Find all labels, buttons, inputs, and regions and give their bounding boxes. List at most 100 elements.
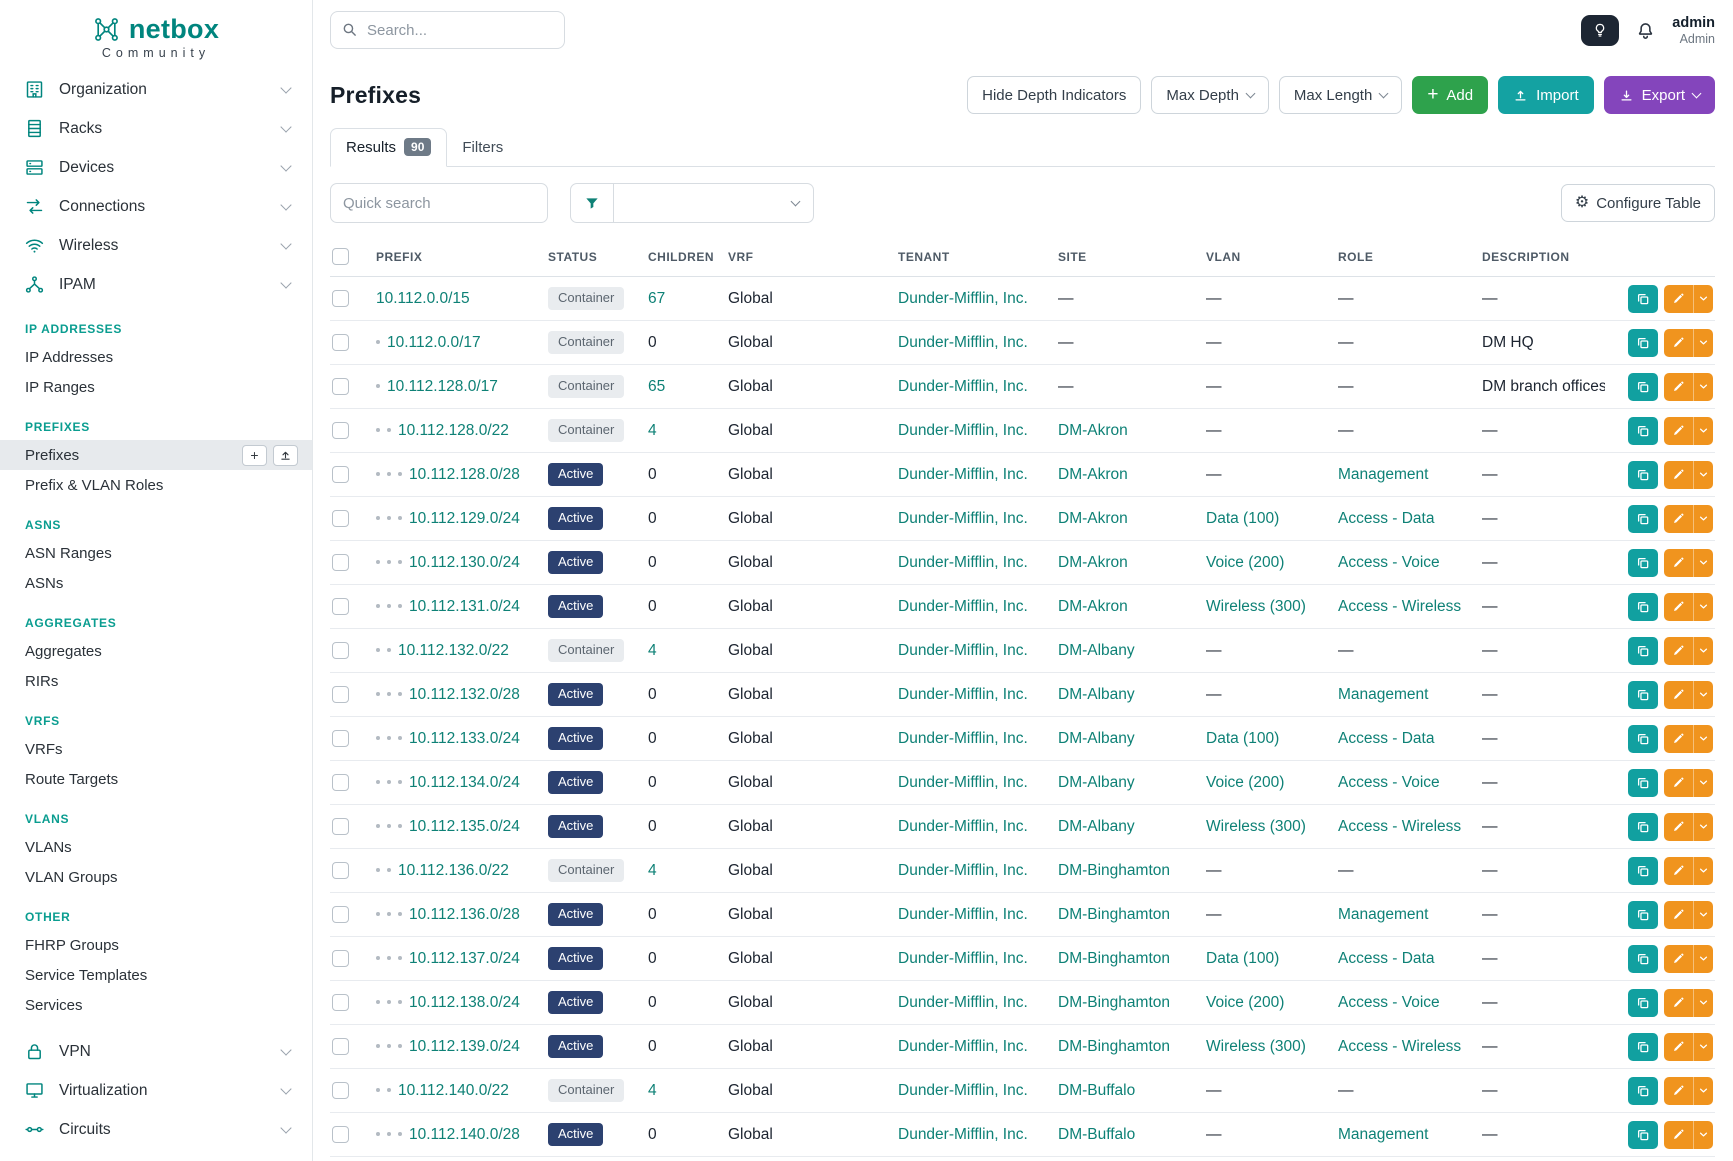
sidebar-item-ip-ranges[interactable]: IP Ranges xyxy=(0,372,312,402)
copy-button[interactable] xyxy=(1628,988,1658,1017)
edit-button[interactable] xyxy=(1664,988,1713,1017)
column-header-children[interactable]: CHILDREN xyxy=(644,237,724,277)
copy-button[interactable] xyxy=(1628,328,1658,357)
edit-button[interactable] xyxy=(1664,1076,1713,1105)
prefix-link[interactable]: 10.112.136.0/22 xyxy=(398,861,509,879)
role-link[interactable]: Management xyxy=(1338,465,1429,483)
edit-button[interactable] xyxy=(1664,328,1713,357)
tenant-link[interactable]: Dunder-Mifflin, Inc. xyxy=(898,685,1028,703)
site-link[interactable]: DM-Albany xyxy=(1058,817,1135,835)
prefix-link[interactable]: 10.112.129.0/24 xyxy=(409,509,520,527)
role-link[interactable]: Access - Voice xyxy=(1338,993,1440,1011)
edit-button[interactable] xyxy=(1664,812,1713,841)
sidebar-item-fhrp-groups[interactable]: FHRP Groups xyxy=(0,930,312,960)
sidebar-item-services[interactable]: Services xyxy=(0,990,312,1020)
site-link[interactable]: DM-Akron xyxy=(1058,597,1128,615)
sidebar-menu-wireless[interactable]: Wireless xyxy=(0,226,312,265)
site-link[interactable]: DM-Albany xyxy=(1058,729,1135,747)
add-prefix-quick-button[interactable]: + xyxy=(242,444,267,466)
tab-filters[interactable]: Filters xyxy=(447,130,518,166)
row-checkbox[interactable] xyxy=(332,817,349,835)
hide-depth-indicators-button[interactable]: Hide Depth Indicators xyxy=(967,76,1142,114)
tenant-link[interactable]: Dunder-Mifflin, Inc. xyxy=(898,993,1028,1011)
row-checkbox[interactable] xyxy=(332,509,349,527)
prefix-link[interactable]: 10.112.128.0/28 xyxy=(409,465,520,483)
copy-button[interactable] xyxy=(1628,724,1658,753)
edit-button[interactable] xyxy=(1664,1032,1713,1061)
prefix-link[interactable]: 10.112.0.0/15 xyxy=(376,289,470,307)
theme-toggle-button[interactable] xyxy=(1581,14,1620,46)
copy-button[interactable] xyxy=(1628,768,1658,797)
site-link[interactable]: DM-Akron xyxy=(1058,509,1128,527)
prefix-link[interactable]: 10.112.134.0/24 xyxy=(409,773,520,791)
row-checkbox[interactable] xyxy=(332,773,349,791)
edit-button[interactable] xyxy=(1664,856,1713,885)
site-link[interactable]: DM-Akron xyxy=(1058,553,1128,571)
sidebar-menu-organization[interactable]: Organization xyxy=(0,70,312,109)
row-checkbox[interactable] xyxy=(332,993,349,1011)
sidebar-menu-vpn[interactable]: VPN xyxy=(0,1032,312,1071)
sidebar-item-vlan-groups[interactable]: VLAN Groups xyxy=(0,862,312,892)
prefix-link[interactable]: 10.112.140.0/28 xyxy=(409,1125,520,1143)
tenant-link[interactable]: Dunder-Mifflin, Inc. xyxy=(898,949,1028,967)
tenant-link[interactable]: Dunder-Mifflin, Inc. xyxy=(898,641,1028,659)
site-link[interactable]: DM-Binghamton xyxy=(1058,1037,1170,1055)
edit-button[interactable] xyxy=(1664,944,1713,973)
prefix-link[interactable]: 10.112.137.0/24 xyxy=(409,949,520,967)
sidebar-item-service-templates[interactable]: Service Templates xyxy=(0,960,312,990)
children-count-link[interactable]: 4 xyxy=(648,421,657,439)
edit-button[interactable] xyxy=(1664,284,1713,313)
prefix-link[interactable]: 10.112.0.0/17 xyxy=(387,333,481,351)
site-link[interactable]: DM-Binghamton xyxy=(1058,905,1170,923)
copy-button[interactable] xyxy=(1628,592,1658,621)
sidebar-item-vlans[interactable]: VLANs xyxy=(0,832,312,862)
row-checkbox[interactable] xyxy=(332,685,349,703)
import-prefix-quick-button[interactable] xyxy=(273,444,298,466)
role-link[interactable]: Access - Wireless xyxy=(1338,1037,1462,1055)
tenant-link[interactable]: Dunder-Mifflin, Inc. xyxy=(898,861,1028,879)
row-checkbox[interactable] xyxy=(332,377,349,395)
row-checkbox[interactable] xyxy=(332,421,349,439)
column-header-prefix[interactable]: PREFIX xyxy=(372,237,544,277)
max-depth-dropdown[interactable]: Max Depth xyxy=(1151,76,1269,114)
row-checkbox[interactable] xyxy=(332,905,349,923)
children-count-link[interactable]: 4 xyxy=(648,1081,657,1099)
role-link[interactable]: Access - Data xyxy=(1338,729,1435,747)
tenant-link[interactable]: Dunder-Mifflin, Inc. xyxy=(898,597,1028,615)
row-checkbox[interactable] xyxy=(332,553,349,571)
quick-search-input[interactable] xyxy=(330,183,548,223)
copy-button[interactable] xyxy=(1628,680,1658,709)
role-link[interactable]: Access - Wireless xyxy=(1338,817,1462,835)
column-header-role[interactable]: ROLE xyxy=(1334,237,1478,277)
filter-button[interactable] xyxy=(570,183,614,223)
prefix-link[interactable]: 10.112.135.0/24 xyxy=(409,817,520,835)
edit-button[interactable] xyxy=(1664,680,1713,709)
sidebar-item-prefixes[interactable]: Prefixes + xyxy=(0,440,312,470)
vlan-link[interactable]: Voice (200) xyxy=(1206,773,1285,791)
role-link[interactable]: Access - Data xyxy=(1338,509,1435,527)
sidebar-item-vrfs[interactable]: VRFs xyxy=(0,734,312,764)
copy-button[interactable] xyxy=(1628,284,1658,313)
site-link[interactable]: DM-Binghamton xyxy=(1058,993,1170,1011)
role-link[interactable]: Management xyxy=(1338,1125,1429,1143)
vlan-link[interactable]: Wireless (300) xyxy=(1206,817,1306,835)
tenant-link[interactable]: Dunder-Mifflin, Inc. xyxy=(898,1081,1028,1099)
site-link[interactable]: DM-Buffalo xyxy=(1058,1125,1136,1143)
prefix-link[interactable]: 10.112.139.0/24 xyxy=(409,1037,520,1055)
max-length-dropdown[interactable]: Max Length xyxy=(1278,76,1403,114)
copy-button[interactable] xyxy=(1628,812,1658,841)
import-button[interactable]: Import xyxy=(1498,76,1594,114)
tenant-link[interactable]: Dunder-Mifflin, Inc. xyxy=(898,333,1028,351)
sidebar-item-ip-addresses[interactable]: IP Addresses xyxy=(0,342,312,372)
prefix-link[interactable]: 10.112.132.0/28 xyxy=(409,685,520,703)
vlan-link[interactable]: Voice (200) xyxy=(1206,993,1285,1011)
brand-logo[interactable]: netbox Community xyxy=(0,0,312,64)
prefix-link[interactable]: 10.112.133.0/24 xyxy=(409,729,520,747)
children-count-link[interactable]: 4 xyxy=(648,641,657,659)
site-link[interactable]: DM-Albany xyxy=(1058,773,1135,791)
copy-button[interactable] xyxy=(1628,460,1658,489)
vlan-link[interactable]: Wireless (300) xyxy=(1206,597,1306,615)
row-checkbox[interactable] xyxy=(332,949,349,967)
copy-button[interactable] xyxy=(1628,636,1658,665)
row-checkbox[interactable] xyxy=(332,465,349,483)
